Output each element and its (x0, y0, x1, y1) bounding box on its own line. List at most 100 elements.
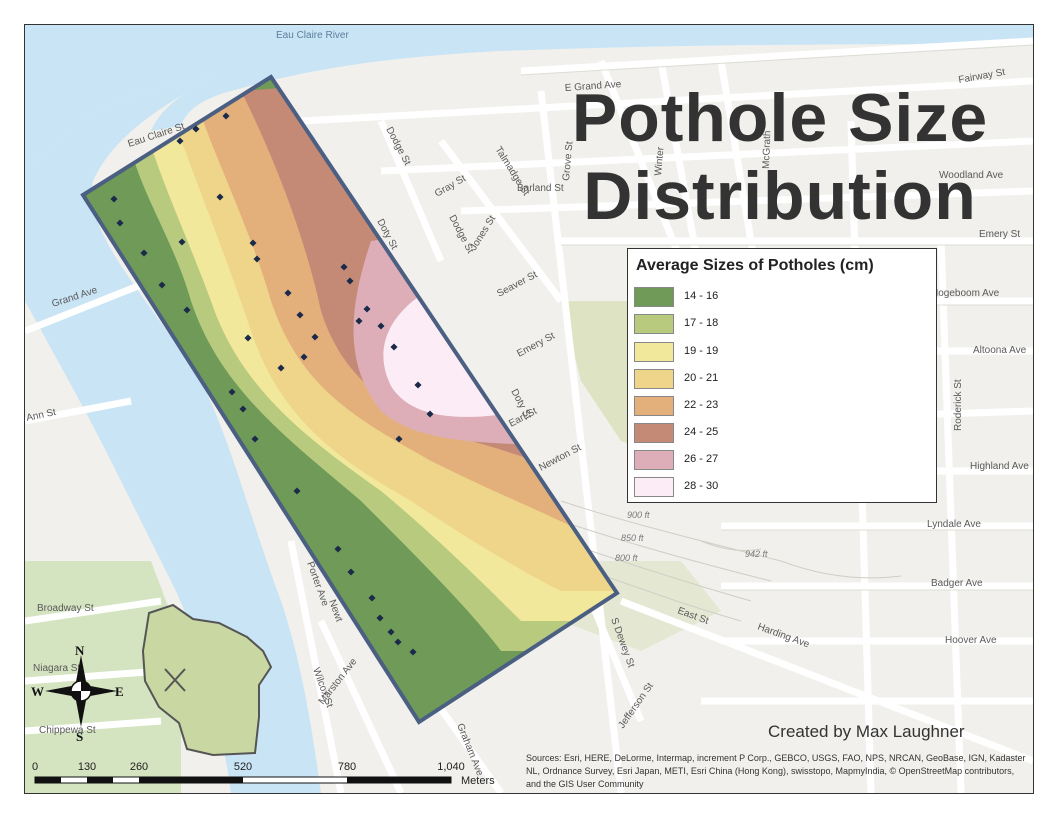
compass-west-label: W (31, 684, 44, 699)
legend-swatch (634, 477, 674, 497)
label-elevation-800: 800 ft (615, 553, 638, 563)
map-title-line-2: Distribution (583, 158, 977, 234)
label-chippewa-st: Chippewa St (39, 725, 96, 736)
scale-tick-label: 0 (31, 761, 39, 773)
pothole-point (277, 364, 285, 372)
legend-swatch (634, 423, 674, 443)
pothole-point (355, 317, 363, 325)
pothole-point (140, 249, 148, 257)
pothole-point (387, 628, 395, 636)
legend-swatch (634, 396, 674, 416)
pothole-point (363, 305, 371, 313)
label-eau-claire-river: Eau Claire River (276, 30, 349, 41)
pothole-point (346, 277, 354, 285)
scale-tick-label: 780 (337, 761, 357, 773)
label-elevation-900: 900 ft (627, 510, 650, 520)
map-canvas[interactable]: Eau Claire River E Grand Ave Fairway St … (25, 25, 1033, 793)
scale-bar: 0 130 260 520 780 1,040 Meters (25, 759, 525, 793)
label-barland-st: Barland St (517, 183, 564, 194)
label-mcgrath: McGrath (761, 130, 773, 169)
pothole-point (414, 381, 422, 389)
scale-tick-label: 520 (233, 761, 253, 773)
scale-tick-label: 1,040 (437, 761, 465, 773)
label-grove-st: Grove St (561, 141, 575, 181)
pothole-point (300, 353, 308, 361)
chippewa-river (25, 79, 321, 793)
label-elevation-850: 850 ft (621, 533, 644, 543)
wisconsin-inset-map (141, 603, 273, 757)
pothole-point (394, 638, 402, 646)
legend-swatch (634, 369, 674, 389)
pothole-point (368, 594, 376, 602)
author-credit: Created by Max Laughner (768, 722, 965, 741)
pothole-point (296, 311, 304, 319)
label-hoover-ave: Hoover Ave (945, 635, 997, 646)
label-lyndale-ave: Lyndale Ave (927, 519, 981, 530)
study-area-boundary (80, 74, 620, 725)
label-roderick-st: Roderick St (953, 379, 964, 431)
pothole-point (228, 388, 236, 396)
label-winter: Winter (653, 146, 667, 176)
legend-swatch (634, 450, 674, 470)
legend-swatch (634, 314, 674, 334)
pothole-point (216, 193, 224, 201)
scale-tick-label: 260 (129, 761, 149, 773)
pothole-point (176, 137, 184, 145)
pothole-points (110, 112, 434, 656)
label-hogeboom-ave: Hogeboom Ave (931, 288, 1000, 299)
legend-label: 20 - 21 (684, 372, 719, 384)
pothole-point (253, 255, 261, 263)
pothole-point (426, 410, 434, 418)
pothole-point (390, 343, 398, 351)
pothole-point (377, 322, 385, 330)
legend-label: 22 - 23 (684, 399, 719, 411)
pothole-point (284, 289, 292, 297)
label-elevation-942: 942 ft (745, 549, 768, 559)
legend-label: 17 - 18 (684, 317, 719, 329)
pothole-point (334, 545, 342, 553)
legend-label: 28 - 30 (684, 480, 719, 492)
pothole-point (110, 195, 118, 203)
location-marker-icon (164, 668, 186, 692)
compass-east-label: E (115, 684, 124, 699)
map-title: Pothole Size Distribution (530, 79, 1030, 235)
legend-label: 24 - 25 (684, 426, 719, 438)
legend: Average Sizes of Potholes (cm) 14 - 16 1… (627, 248, 937, 503)
label-woodland-ave: Woodland Ave (939, 170, 1004, 181)
legend-label: 19 - 19 (684, 345, 719, 357)
scale-units-label: Meters (461, 775, 495, 787)
pothole-point (293, 487, 301, 495)
label-broadway-st: Broadway St (37, 603, 94, 614)
label-niagara-st: Niagara St (33, 663, 80, 674)
pothole-point (395, 435, 403, 443)
legend-swatch (634, 287, 674, 307)
map-frame: Eau Claire River E Grand Ave Fairway St … (24, 24, 1034, 794)
pothole-point (340, 263, 348, 271)
label-e-grand-ave: E Grand Ave (564, 79, 622, 94)
pothole-point (192, 125, 200, 133)
pothole-point (183, 306, 191, 314)
map-sources: Sources: Esri, HERE, DeLorme, Intermap, … (526, 753, 1026, 789)
pothole-point (311, 333, 319, 341)
pothole-point (178, 238, 186, 246)
legend-title: Average Sizes of Potholes (cm) (636, 257, 874, 274)
pothole-point (249, 239, 257, 247)
pothole-point (251, 435, 259, 443)
pothole-point (222, 112, 230, 120)
scale-tick-label: 130 (77, 761, 97, 773)
map-title-line-1: Pothole Size (571, 80, 989, 156)
pothole-point (158, 281, 166, 289)
pothole-point (239, 405, 247, 413)
street-network (25, 37, 1033, 793)
legend-label: 14 - 16 (684, 290, 719, 302)
compass-south-label: S (76, 729, 84, 744)
legend-swatch (634, 342, 674, 362)
pothole-point (244, 334, 252, 342)
pothole-point (116, 219, 124, 227)
pothole-point (409, 648, 417, 656)
label-badger-ave: Badger Ave (931, 578, 983, 589)
compass-north-label: N (75, 643, 85, 658)
pothole-point (376, 614, 384, 622)
label-altoona-ave: Altoona Ave (973, 345, 1027, 356)
scale-bar-graphic (34, 776, 452, 784)
